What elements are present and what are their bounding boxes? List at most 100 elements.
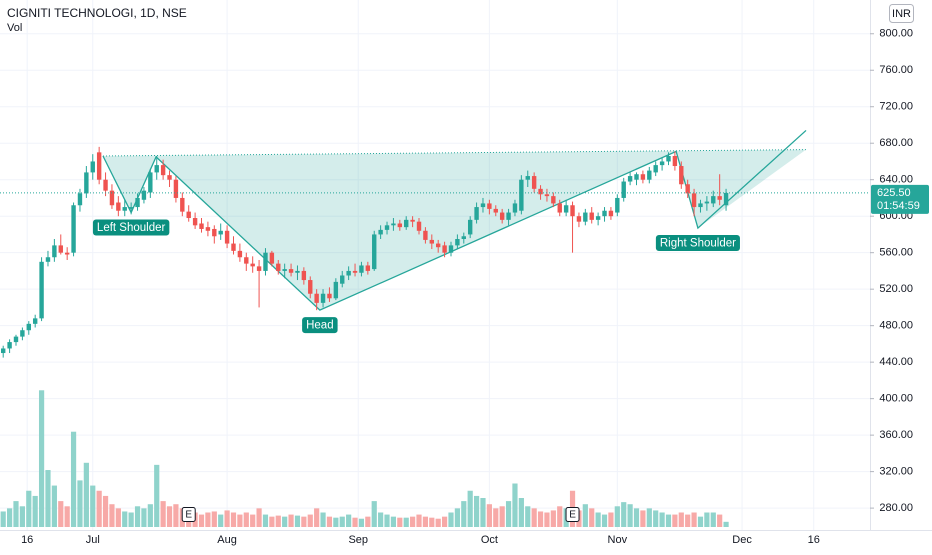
candle-body bbox=[493, 208, 498, 213]
volume-bar bbox=[301, 516, 307, 527]
candle-body bbox=[186, 211, 191, 219]
volume-bar bbox=[653, 510, 659, 527]
candle-body bbox=[595, 216, 601, 220]
volume-bar bbox=[525, 506, 531, 527]
volume-bar bbox=[646, 508, 652, 527]
volume-bar bbox=[141, 508, 147, 527]
candle-body bbox=[615, 197, 620, 213]
volume-bar bbox=[19, 506, 25, 527]
candle-body bbox=[224, 230, 230, 244]
last-price: 625.50 bbox=[877, 187, 911, 199]
volume-bar bbox=[173, 504, 179, 527]
volume-bar bbox=[595, 512, 601, 527]
pattern-label-box bbox=[92, 219, 170, 236]
candle-body bbox=[717, 196, 722, 200]
volume-bar bbox=[122, 511, 128, 527]
volume-bar bbox=[307, 514, 313, 527]
volume-bar bbox=[410, 516, 416, 527]
candle-body bbox=[666, 155, 671, 162]
volume-bar bbox=[109, 504, 115, 527]
candle-body bbox=[551, 196, 556, 204]
volume-layer bbox=[0, 390, 729, 527]
candle-body bbox=[685, 184, 690, 194]
volume-bar bbox=[441, 516, 448, 527]
pattern-label: Right Shoulder bbox=[660, 238, 736, 250]
candle-body bbox=[525, 176, 530, 180]
volume-bar bbox=[224, 510, 230, 527]
symbol-title[interactable]: CIGNITI TECHNOLOGI, 1D, NSE bbox=[7, 6, 187, 20]
candle-body bbox=[410, 219, 415, 222]
volume-bar bbox=[198, 514, 205, 527]
volume-bar bbox=[518, 498, 524, 527]
y-tick-label: 320.00 bbox=[879, 466, 913, 478]
y-tick-label: 480.00 bbox=[879, 320, 913, 332]
candle-body bbox=[346, 270, 351, 276]
volume-bar bbox=[608, 512, 614, 527]
volume-bar bbox=[640, 510, 646, 527]
volume-bar bbox=[627, 504, 633, 527]
candle-layer bbox=[0, 146, 729, 358]
candle-body bbox=[608, 210, 614, 217]
candle-body bbox=[301, 270, 307, 281]
candle-body bbox=[128, 207, 134, 209]
volume-bar bbox=[537, 511, 544, 527]
volume-bar bbox=[403, 517, 409, 527]
neckline bbox=[102, 149, 807, 157]
candle-body bbox=[653, 165, 658, 173]
volume-bar bbox=[512, 483, 518, 527]
volume-bar bbox=[531, 508, 537, 527]
volume-bar bbox=[6, 508, 13, 527]
volume-bar bbox=[294, 515, 301, 527]
volume-bar bbox=[365, 516, 371, 527]
candle-body bbox=[512, 203, 518, 213]
volume-bar bbox=[51, 485, 57, 527]
y-tick-label: 760.00 bbox=[879, 64, 913, 76]
volume-bar bbox=[90, 485, 96, 527]
candle-body bbox=[467, 219, 473, 235]
currency[interactable]: INR bbox=[892, 8, 911, 20]
candle-body bbox=[672, 155, 678, 167]
volume-bar bbox=[499, 506, 505, 527]
volume-bar bbox=[704, 512, 710, 527]
x-tick-label: Jul bbox=[86, 534, 100, 546]
candle-body bbox=[263, 252, 268, 271]
candle-body bbox=[180, 197, 185, 212]
volume-bar bbox=[589, 508, 595, 527]
candle-body bbox=[455, 239, 460, 246]
volume-bar bbox=[211, 511, 217, 527]
volume-label: Vol bbox=[7, 22, 22, 34]
candle-body bbox=[96, 152, 102, 180]
volume-bar bbox=[275, 515, 281, 527]
volume-bar bbox=[454, 508, 460, 527]
volume-bar bbox=[352, 517, 358, 527]
volume-bar bbox=[435, 518, 441, 527]
y-tick-label: 440.00 bbox=[879, 356, 913, 368]
candle-body bbox=[378, 229, 383, 235]
candle-body bbox=[282, 269, 287, 271]
candle-body bbox=[269, 252, 275, 264]
volume-bar bbox=[282, 516, 288, 527]
candle-body bbox=[583, 212, 588, 222]
candle-body bbox=[429, 239, 435, 244]
volume-bar bbox=[601, 514, 608, 527]
candle-body bbox=[192, 218, 198, 226]
volume-bar bbox=[710, 512, 716, 527]
candle-body bbox=[659, 161, 665, 166]
volume-bar bbox=[371, 501, 377, 527]
volume-bar bbox=[96, 490, 102, 527]
candle-body bbox=[372, 234, 377, 270]
grid bbox=[0, 0, 870, 530]
candle-body bbox=[563, 205, 569, 213]
volume-bar bbox=[557, 506, 563, 527]
volume-bar bbox=[723, 521, 729, 527]
candle-body bbox=[544, 194, 550, 197]
candle-body bbox=[442, 245, 447, 253]
volume-bar bbox=[32, 495, 38, 527]
volume-bar bbox=[134, 506, 141, 527]
volume-bar bbox=[243, 512, 249, 527]
currency-box[interactable] bbox=[889, 4, 914, 23]
candle-body bbox=[205, 227, 211, 231]
candle-body bbox=[45, 257, 51, 262]
volume-bar bbox=[160, 501, 166, 527]
